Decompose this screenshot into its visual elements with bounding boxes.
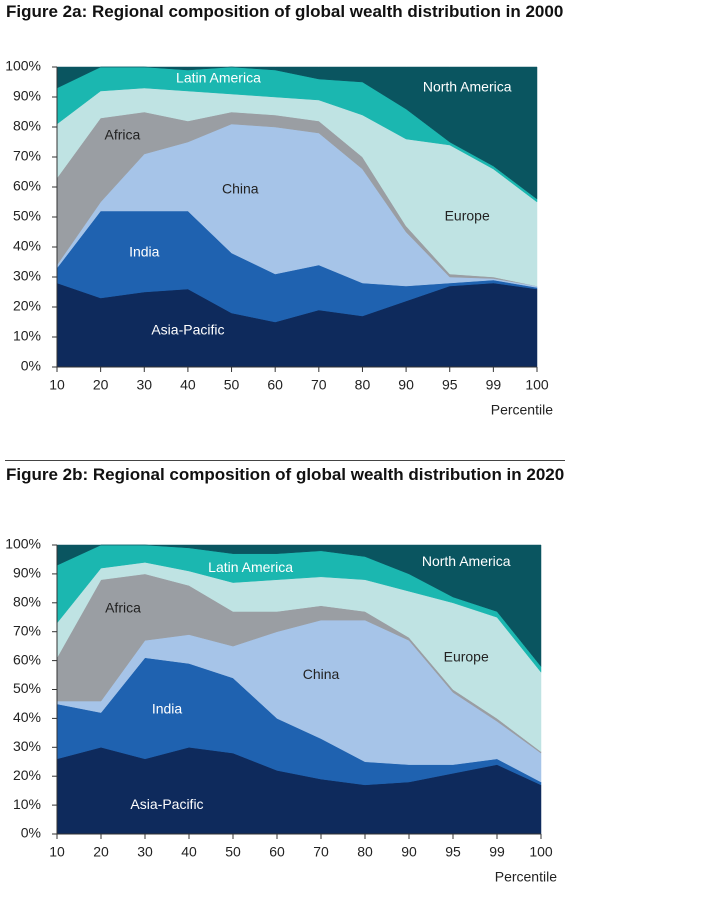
y-tick-label: 60% [13,651,41,667]
y-tick-label: 70% [13,622,41,638]
y-tick-label: 50% [13,208,41,224]
chart: Asia-Pacific India China Africa Europe Latin … [5,58,553,418]
y-tick-label: 40% [13,238,41,254]
y-tick-label: 70% [13,148,41,164]
series-label: North America [423,79,512,95]
chart-title: Figure 2a: Regional composition of globa… [6,2,564,21]
x-tick-label: 100 [529,844,553,860]
series-label: Latin America [176,70,261,86]
x-tick-label: 95 [442,377,458,393]
x-tick-label: 30 [137,844,153,860]
x-tick-label: 40 [181,844,197,860]
series-label: Europe [445,208,490,224]
y-tick-label: 20% [13,767,41,783]
y-tick-label: 80% [13,594,41,610]
y-tick-label: 10% [13,796,41,812]
series-label: Europe [444,648,489,664]
series-label: Asia-Pacific [130,796,203,812]
y-tick-label: 50% [13,680,41,696]
area [56,544,542,668]
x-tick-label: 90 [398,377,414,393]
y-tick-label: 90% [13,565,41,581]
series-label: Latin America [208,559,293,575]
y-tick-label: 0% [21,358,41,374]
y-tick-label: 100% [5,536,41,552]
y-tick-label: 20% [13,298,41,314]
chart-title: Figure 2b: Regional composition of globa… [6,465,565,484]
y-tick-label: 30% [13,738,41,754]
y-tick-label: 30% [13,268,41,284]
x-tick-label: 50 [225,844,241,860]
separator [5,460,565,461]
x-tick-label: 99 [489,844,505,860]
series-label: Asia-Pacific [151,322,224,338]
y-tick-label: 10% [13,328,41,344]
x-axis-label: Percentile [491,402,553,418]
y-tick-label: 40% [13,709,41,725]
y-tick-label: 80% [13,118,41,134]
x-tick-label: 10 [49,844,65,860]
x-tick-label: 80 [357,844,373,860]
x-tick-label: 90 [401,844,417,860]
x-tick-label: 30 [136,377,152,393]
x-tick-label: 95 [445,844,461,860]
x-tick-label: 20 [93,844,109,860]
chart: Asia-Pacific India China Africa Europe Latin … [5,536,557,885]
series-label: North America [422,553,511,569]
series-label: India [129,244,160,260]
series-label: India [152,700,183,716]
x-tick-label: 40 [180,377,196,393]
series-label: Africa [105,127,141,143]
x-tick-label: 10 [49,377,65,393]
x-tick-label: 60 [267,377,283,393]
x-tick-label: 60 [269,844,285,860]
x-tick-label: 70 [313,844,329,860]
x-tick-label: 80 [355,377,371,393]
x-tick-label: 70 [311,377,327,393]
x-tick-label: 100 [525,377,549,393]
x-axis-label: Percentile [495,869,557,885]
series-label: China [303,666,340,682]
x-tick-label: 50 [224,377,240,393]
area [56,66,538,200]
x-tick-label: 20 [93,377,109,393]
series-label: China [222,181,259,197]
x-tick-label: 99 [486,377,502,393]
y-tick-label: 100% [5,58,41,74]
y-tick-label: 60% [13,178,41,194]
series-label: Africa [105,599,141,615]
y-tick-label: 90% [13,88,41,104]
y-tick-label: 0% [21,825,41,841]
